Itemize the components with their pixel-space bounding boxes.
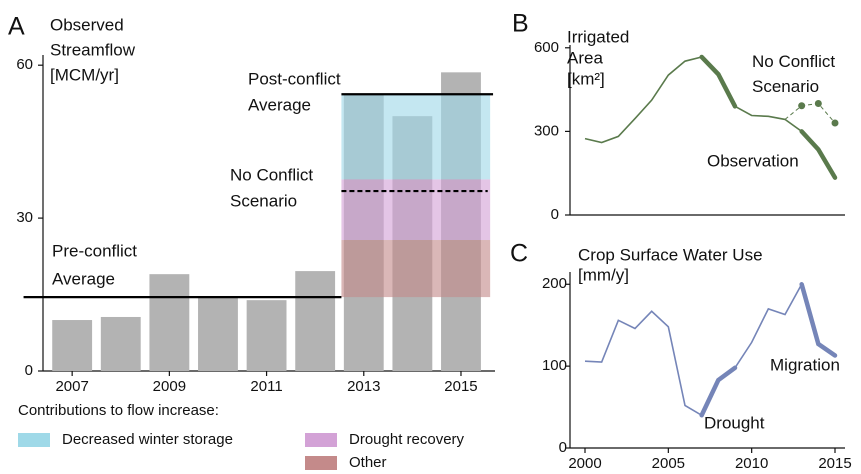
panel-letter: B <box>512 10 529 38</box>
highlight-segment <box>799 129 838 180</box>
data-line <box>784 102 836 124</box>
bar <box>198 296 238 371</box>
x-tick-label: 2005 <box>652 455 685 472</box>
x-tick-label: 2009 <box>153 378 186 395</box>
annotation: Drought <box>704 413 765 432</box>
y-tick-label: 600 <box>534 39 559 56</box>
y-tick-label: 60 <box>16 56 33 73</box>
reference-label: Pre-conflict <box>52 241 137 260</box>
legend-title: Contributions to flow increase: <box>18 402 219 419</box>
y-tick-label: 200 <box>542 275 567 292</box>
bar <box>52 320 93 371</box>
panel-letter: C <box>510 240 528 268</box>
contribution-band <box>341 240 491 298</box>
reference-label: Average <box>248 95 311 114</box>
x-tick-label: 2007 <box>55 378 88 395</box>
bar <box>100 316 141 371</box>
x-tick-label: 2011 <box>250 378 282 395</box>
y-axis-label: [mm/y] <box>578 265 629 284</box>
y-tick-label: 30 <box>16 209 33 226</box>
y-tick-label: 0 <box>551 206 559 223</box>
highlight-segment <box>699 365 738 418</box>
highlight-segment <box>799 282 838 358</box>
bar <box>149 274 190 371</box>
data-point <box>798 102 806 110</box>
contribution-band <box>341 94 491 180</box>
annotation: Migration <box>770 355 840 374</box>
y-axis-label: Area <box>567 48 603 67</box>
y-tick-label: 0 <box>559 439 567 456</box>
x-tick-label: 2015 <box>444 378 477 395</box>
y-axis-label: Observed <box>50 15 124 34</box>
highlight-segment <box>699 54 738 109</box>
legend-label: Decreased winter storage <box>62 431 233 448</box>
bar <box>295 271 336 371</box>
x-tick-label: 2010 <box>735 455 768 472</box>
legend-swatch <box>305 456 337 470</box>
legend-label: Drought recovery <box>349 431 465 448</box>
x-tick-label: 2015 <box>818 455 851 472</box>
legend-label: Other <box>349 454 387 471</box>
contribution-band <box>341 179 491 241</box>
legend-swatch <box>18 433 50 447</box>
panel-letter: A <box>8 13 25 41</box>
y-tick-label: 100 <box>542 357 567 374</box>
x-tick-label: 2013 <box>347 378 380 395</box>
data-point <box>831 119 839 127</box>
reference-label: Post-conflict <box>248 69 341 88</box>
series-label: Observation <box>707 151 799 170</box>
y-axis-label: Crop Surface Water Use <box>578 245 763 264</box>
y-axis-label: Irrigated <box>567 27 629 46</box>
reference-label: No Conflict <box>230 165 313 184</box>
bar <box>246 300 287 371</box>
reference-label: Scenario <box>230 191 297 210</box>
data-point <box>814 100 822 108</box>
legend-swatch <box>305 433 337 447</box>
y-axis-label: [MCM/yr] <box>50 65 119 84</box>
y-axis-label: [km²] <box>567 69 605 88</box>
y-tick-label: 0 <box>25 362 33 379</box>
x-tick-label: 2000 <box>568 455 601 472</box>
y-tick-label: 300 <box>534 122 559 139</box>
y-axis-label: Streamflow <box>50 40 136 59</box>
series-label: No Conflict Scenario <box>752 52 835 96</box>
reference-label: Average <box>52 269 115 288</box>
